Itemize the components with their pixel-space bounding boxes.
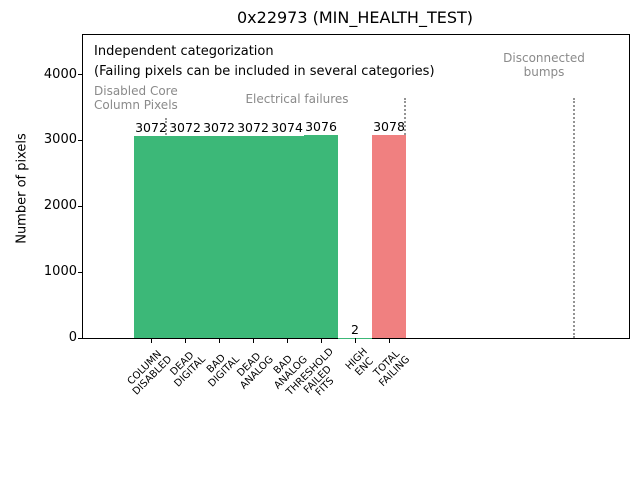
x-tick-label-total-failing: TOTAL FAILING xyxy=(371,348,412,389)
bar-dead-analog xyxy=(236,135,270,338)
annotation-independent-categorization: Independent categorization xyxy=(94,44,274,59)
bar-threshold-failed-fits xyxy=(304,135,338,338)
section-label-electrical-failures: Electrical failures xyxy=(245,92,349,106)
bar-value-label-dead-digital: 3072 xyxy=(169,119,201,135)
plot-area: Independent categorization (Failing pixe… xyxy=(44,34,630,398)
y-tick-label: 0 xyxy=(68,330,77,345)
bar-value-label-bad-digital: 3072 xyxy=(203,119,235,135)
bar-bad-analog xyxy=(270,135,304,338)
section-label-disconnected-bumps: Disconnected bumps xyxy=(503,51,585,79)
bar-column-disabled xyxy=(134,135,168,338)
x-tick-label-dead-analog: DEAD ANALOG xyxy=(235,351,276,392)
bar-bad-digital xyxy=(202,135,236,338)
y-tick-mark xyxy=(78,205,83,207)
x-tick-mark xyxy=(253,338,254,343)
x-tick-mark xyxy=(287,338,288,343)
x-tick-mark xyxy=(151,338,152,343)
x-tick-mark xyxy=(355,338,356,343)
y-tick-label: 1000 xyxy=(43,264,77,280)
annotation-failing-pixels-note: (Failing pixels can be included in sever… xyxy=(94,64,435,79)
bar-value-label-high-enc: 2 xyxy=(351,321,359,337)
bar-value-label-bad-analog: 3074 xyxy=(271,119,303,135)
section-label-disabled-core-column-pixels: Disabled Core Column Pixels xyxy=(94,84,178,112)
chart-title: 0x22973 (MIN_HEALTH_TEST) xyxy=(236,8,474,27)
y-tick-label: 2000 xyxy=(43,198,77,214)
bar-value-label-dead-analog: 3072 xyxy=(237,119,269,135)
x-tick-label-bad-digital: BAD DIGITAL xyxy=(204,352,242,390)
y-tick-mark xyxy=(78,74,83,76)
y-tick-mark xyxy=(78,337,83,339)
y-tick-label: 4000 xyxy=(43,66,77,82)
x-tick-label-dead-digital: DEAD DIGITAL xyxy=(168,350,208,390)
section-separator-disconnected-right xyxy=(573,98,575,338)
x-tick-mark xyxy=(321,338,322,343)
y-tick-mark xyxy=(78,139,83,141)
bar-value-label-threshold-failed-fits: 3076 xyxy=(305,119,337,135)
bar-total-failing xyxy=(372,135,406,338)
bar-value-label-total-failing: 3078 xyxy=(373,119,405,135)
x-tick-mark xyxy=(185,338,186,343)
y-tick-mark xyxy=(78,271,83,273)
x-tick-mark xyxy=(389,338,390,343)
bar-dead-digital xyxy=(168,135,202,338)
y-tick-label: 3000 xyxy=(43,132,77,148)
x-tick-mark xyxy=(219,338,220,343)
y-axis-label: Number of pixels xyxy=(14,133,30,244)
bar-value-label-column-disabled: 3072 xyxy=(135,119,167,135)
